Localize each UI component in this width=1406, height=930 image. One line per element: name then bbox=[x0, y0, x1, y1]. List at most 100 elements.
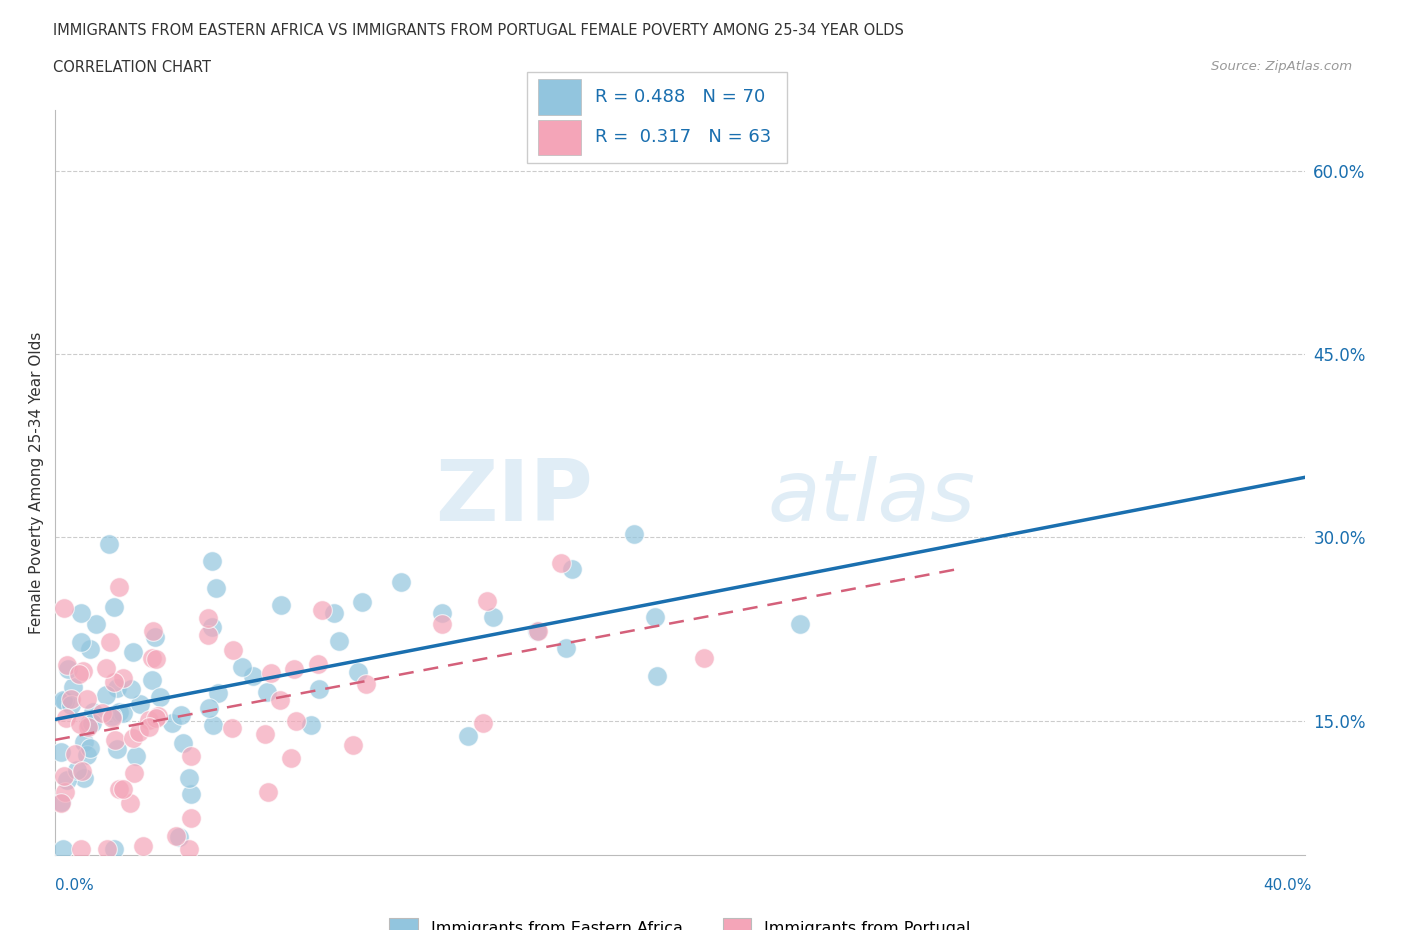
Point bbox=[79, 716, 101, 731]
Point bbox=[62, 680, 84, 695]
Point bbox=[76, 748, 98, 763]
Point bbox=[107, 781, 129, 796]
Point bbox=[104, 733, 127, 748]
Point bbox=[167, 830, 190, 844]
Point bbox=[430, 605, 453, 620]
Point bbox=[76, 692, 98, 707]
Point bbox=[96, 687, 118, 702]
Point bbox=[180, 787, 202, 802]
Point bbox=[55, 711, 77, 726]
Point bbox=[201, 619, 224, 634]
Point bbox=[198, 700, 221, 715]
Text: 0.0%: 0.0% bbox=[55, 878, 94, 893]
Point bbox=[145, 711, 167, 725]
Point bbox=[52, 601, 75, 616]
Point bbox=[73, 734, 96, 749]
Point bbox=[472, 716, 495, 731]
Point bbox=[138, 720, 160, 735]
Point bbox=[100, 711, 122, 725]
Point bbox=[231, 659, 253, 674]
Point bbox=[73, 771, 96, 786]
Point bbox=[204, 581, 226, 596]
Point bbox=[122, 765, 145, 780]
Point bbox=[177, 842, 200, 857]
Point bbox=[200, 553, 222, 568]
Point bbox=[77, 720, 100, 735]
Point bbox=[69, 717, 91, 732]
Point bbox=[51, 794, 73, 809]
Point bbox=[430, 617, 453, 631]
Point bbox=[63, 747, 86, 762]
Point bbox=[82, 704, 104, 719]
Point bbox=[98, 634, 121, 649]
Point bbox=[91, 706, 114, 721]
Point bbox=[103, 600, 125, 615]
Text: 40.0%: 40.0% bbox=[1264, 878, 1312, 893]
Point bbox=[280, 751, 302, 765]
Point bbox=[132, 838, 155, 853]
Point bbox=[149, 690, 172, 705]
Y-axis label: Female Poverty Among 25-34 Year Olds: Female Poverty Among 25-34 Year Olds bbox=[30, 331, 44, 633]
Point bbox=[172, 736, 194, 751]
Point bbox=[270, 597, 292, 612]
Point bbox=[170, 708, 193, 723]
Point bbox=[180, 749, 202, 764]
Point bbox=[107, 742, 129, 757]
Point bbox=[477, 594, 499, 609]
Point bbox=[254, 726, 277, 741]
Point bbox=[207, 685, 229, 700]
Point bbox=[103, 674, 125, 689]
Point bbox=[308, 681, 330, 696]
Point bbox=[51, 745, 73, 760]
Text: R = 0.488   N = 70: R = 0.488 N = 70 bbox=[595, 88, 765, 106]
Point bbox=[482, 609, 505, 624]
Point bbox=[122, 644, 145, 659]
Point bbox=[269, 692, 291, 707]
Point bbox=[527, 623, 550, 638]
Point bbox=[108, 579, 131, 594]
Point bbox=[52, 842, 75, 857]
Text: atlas: atlas bbox=[768, 456, 976, 538]
Text: ZIP: ZIP bbox=[434, 456, 592, 538]
Point bbox=[350, 594, 373, 609]
Point bbox=[301, 718, 323, 733]
Point bbox=[561, 562, 583, 577]
Point bbox=[550, 556, 572, 571]
Point bbox=[145, 652, 167, 667]
Point bbox=[526, 623, 548, 638]
Point bbox=[179, 770, 201, 785]
Point bbox=[307, 657, 329, 671]
Point bbox=[105, 681, 128, 696]
Point bbox=[256, 785, 278, 800]
Point bbox=[56, 658, 79, 672]
Point bbox=[66, 763, 89, 777]
Point bbox=[51, 795, 73, 810]
Point bbox=[128, 697, 150, 711]
Point bbox=[72, 664, 94, 679]
Point bbox=[342, 737, 364, 752]
Point bbox=[328, 633, 350, 648]
Point bbox=[96, 842, 118, 857]
Point bbox=[55, 773, 77, 788]
Point bbox=[108, 705, 131, 720]
Point bbox=[112, 781, 135, 796]
Point bbox=[242, 669, 264, 684]
Point bbox=[59, 698, 82, 712]
Point bbox=[121, 731, 143, 746]
Point bbox=[103, 842, 125, 857]
Text: Source: ZipAtlas.com: Source: ZipAtlas.com bbox=[1212, 60, 1353, 73]
Point bbox=[69, 605, 91, 620]
Point bbox=[356, 676, 378, 691]
Point bbox=[52, 768, 75, 783]
Point bbox=[128, 724, 150, 739]
Legend: Immigrants from Eastern Africa, Immigrants from Portugal: Immigrants from Eastern Africa, Immigran… bbox=[381, 910, 979, 930]
Point bbox=[141, 672, 163, 687]
Point bbox=[118, 795, 141, 810]
Point bbox=[623, 526, 645, 541]
Point bbox=[389, 575, 412, 590]
Point bbox=[283, 662, 305, 677]
Point bbox=[693, 650, 716, 665]
Point bbox=[58, 661, 80, 676]
Point bbox=[94, 661, 117, 676]
Point bbox=[284, 714, 307, 729]
